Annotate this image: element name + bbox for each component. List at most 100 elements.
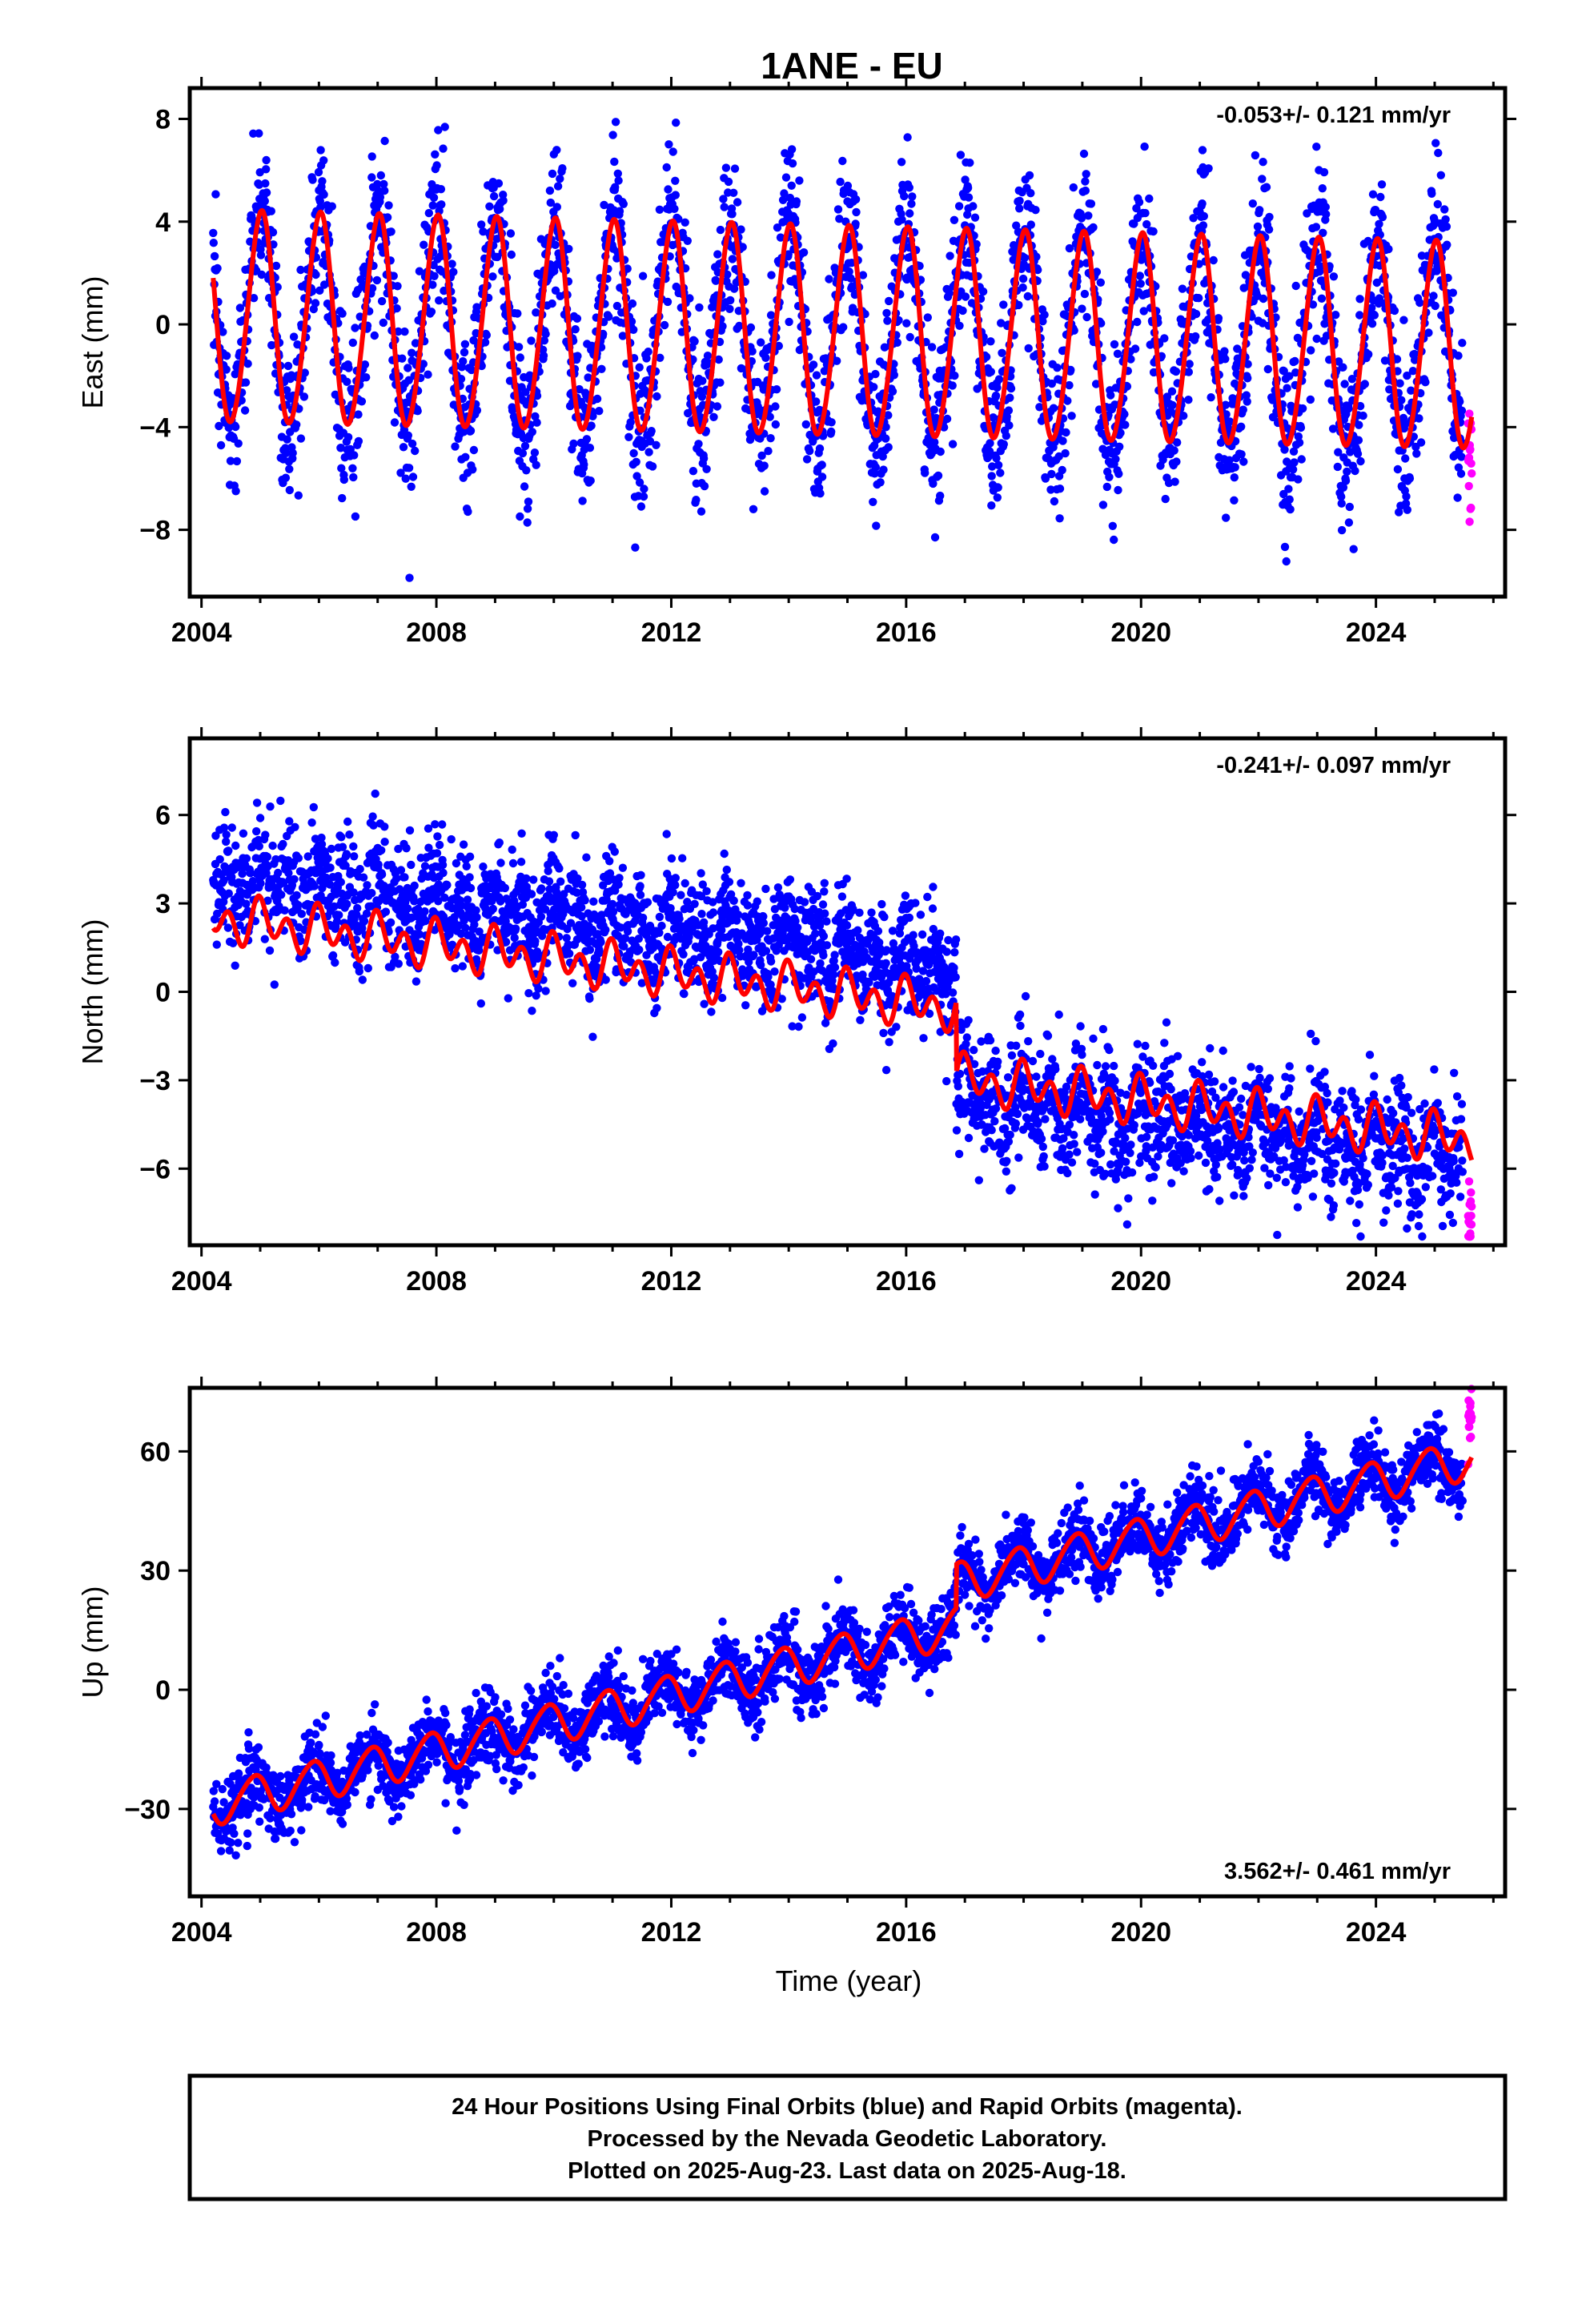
- final-orbit-point: [405, 826, 415, 835]
- final-orbit-point: [816, 959, 825, 968]
- final-orbit-point: [531, 937, 540, 946]
- final-orbit-point: [488, 904, 497, 914]
- final-orbit-point: [733, 198, 742, 207]
- final-orbit-point: [978, 287, 988, 296]
- final-orbit-point: [527, 336, 536, 345]
- final-orbit-point: [889, 371, 899, 380]
- final-orbit-point: [669, 147, 677, 156]
- final-orbit-point: [830, 951, 839, 959]
- final-orbit-point: [1457, 406, 1467, 415]
- final-orbit-point: [520, 441, 530, 451]
- final-orbit-point: [1081, 186, 1090, 195]
- final-orbit-point: [1135, 271, 1145, 280]
- final-orbit-point: [636, 891, 645, 899]
- final-orbit-point: [342, 850, 351, 858]
- final-orbit-point: [242, 899, 251, 908]
- final-orbit-point: [231, 961, 239, 971]
- final-orbit-point: [1282, 557, 1291, 566]
- final-orbit-point: [464, 507, 472, 517]
- final-orbit-point: [297, 910, 306, 919]
- final-orbit-point: [643, 898, 652, 907]
- final-orbit-point: [256, 879, 265, 888]
- final-orbit-point: [1198, 199, 1207, 208]
- final-orbit-point: [1025, 171, 1034, 180]
- final-orbit-point: [508, 845, 516, 854]
- final-orbit-point: [1170, 477, 1179, 486]
- final-orbit-point: [764, 972, 773, 981]
- final-orbit-point: [671, 881, 680, 890]
- final-orbit-point: [1105, 472, 1114, 481]
- final-orbit-point: [277, 891, 286, 899]
- final-orbit-point: [556, 175, 564, 183]
- final-orbit-point: [300, 368, 309, 377]
- final-orbit-point: [670, 204, 679, 213]
- final-orbit-point: [663, 297, 673, 307]
- east-y-axis-label: East (mm): [76, 276, 109, 409]
- final-orbit-point: [261, 179, 270, 188]
- final-orbit-point: [702, 464, 711, 473]
- final-orbit-point: [447, 834, 456, 844]
- final-orbit-point: [1436, 171, 1446, 179]
- final-orbit-point: [209, 239, 218, 247]
- final-orbit-point: [1415, 414, 1423, 423]
- final-orbit-point: [1006, 393, 1014, 402]
- final-orbit-point: [260, 196, 269, 206]
- final-orbit-point: [1443, 240, 1452, 249]
- final-orbit-point: [842, 875, 851, 883]
- final-orbit-point: [1221, 355, 1230, 364]
- final-orbit-point: [852, 207, 861, 217]
- final-orbit-point: [407, 860, 416, 870]
- final-orbit-point: [343, 432, 353, 442]
- final-orbit-point: [827, 427, 836, 436]
- final-orbit-point: [839, 323, 848, 332]
- final-orbit-point: [1405, 474, 1415, 483]
- final-orbit-point: [1089, 223, 1098, 232]
- final-orbit-point: [434, 126, 443, 135]
- final-orbit-point: [631, 543, 640, 552]
- final-orbit-point: [1265, 212, 1274, 222]
- final-orbit-point: [291, 822, 299, 832]
- final-orbit-point: [763, 927, 772, 935]
- final-orbit-point: [679, 950, 688, 959]
- final-orbit-point: [1237, 422, 1246, 431]
- final-orbit-point: [1329, 272, 1339, 281]
- final-orbit-point: [381, 907, 391, 916]
- final-orbit-point: [242, 854, 251, 863]
- final-orbit-point: [480, 338, 490, 347]
- final-orbit-point: [280, 906, 289, 915]
- final-orbit-point: [1376, 192, 1385, 202]
- final-orbit-point: [474, 946, 484, 955]
- final-orbit-point: [408, 472, 418, 481]
- final-orbit-point: [411, 339, 420, 348]
- final-orbit-point: [692, 496, 701, 505]
- final-orbit-point: [1239, 405, 1248, 414]
- final-orbit-point: [1312, 334, 1321, 344]
- final-orbit-point: [657, 921, 666, 931]
- final-orbit-point: [292, 420, 301, 429]
- final-orbit-point: [677, 891, 685, 899]
- final-orbit-point: [794, 1022, 803, 1031]
- final-orbit-point: [396, 468, 405, 477]
- final-orbit-point: [829, 1039, 837, 1048]
- final-orbit-point: [344, 364, 353, 372]
- final-orbit-point: [1199, 221, 1208, 230]
- final-orbit-point: [800, 898, 809, 907]
- final-orbit-point: [1424, 328, 1433, 337]
- final-orbit-point: [934, 471, 943, 480]
- final-orbit-point: [504, 994, 512, 1003]
- final-orbit-point: [1333, 462, 1343, 472]
- final-orbit-point: [459, 357, 468, 366]
- final-orbit-point: [1258, 175, 1267, 183]
- final-orbit-point: [231, 487, 240, 496]
- final-orbit-point: [1280, 542, 1290, 552]
- final-orbit-point: [805, 446, 814, 456]
- final-orbit-point: [655, 912, 665, 922]
- final-orbit-point: [1456, 469, 1466, 478]
- final-orbit-point: [289, 332, 299, 341]
- final-orbit-point: [1231, 463, 1239, 472]
- final-orbit-point: [1306, 395, 1315, 404]
- final-orbit-point: [211, 190, 220, 199]
- final-orbit-point: [371, 789, 379, 798]
- x-tick-label: 2020: [1110, 617, 1171, 648]
- final-orbit-point: [1023, 292, 1033, 301]
